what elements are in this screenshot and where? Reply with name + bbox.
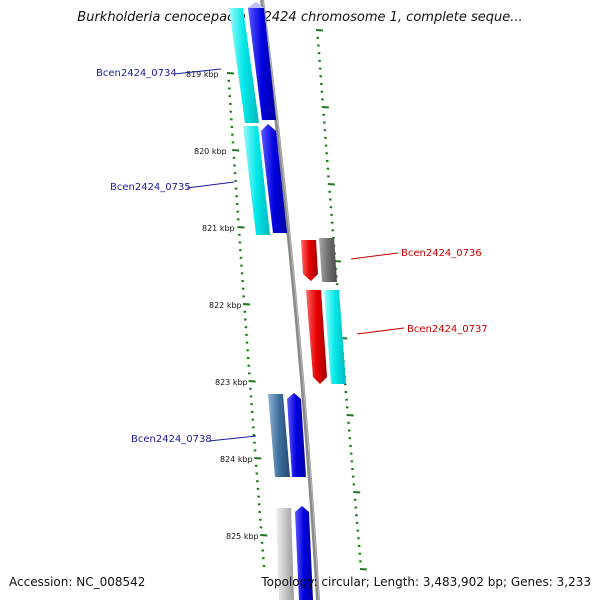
gene-0738-blue-arrow[interactable] [287,393,306,477]
leader-0736 [350,252,399,260]
chromosome-backbone [260,0,320,600]
major-tick [353,491,361,494]
major-tick [237,226,245,229]
major-tick [248,380,256,383]
gene-0736-grey[interactable] [319,238,337,282]
gene-label-0736[interactable]: Bcen2424_0736 [401,248,482,259]
kbp-label-820: 820 kbp [194,147,227,156]
gene-0735-blue-arrow[interactable] [261,124,287,233]
kbp-label-823: 823 kbp [215,378,248,387]
leader-0735 [186,181,235,189]
left-tick-track [226,72,268,567]
gene-0734-cyan-top[interactable] [229,8,259,123]
gene-0737-red-arrow[interactable] [306,290,327,384]
gene-blue-arrow-bottom[interactable] [295,506,313,600]
kbp-label-821: 821 kbp [202,224,235,233]
kbp-label-825: 825 kbp [226,532,259,541]
map-title: Burkholderia cenocepacia HI2424 chromoso… [77,10,523,25]
gene-0736-red-arrow[interactable] [301,240,318,281]
major-tick [321,106,329,109]
leader-0734 [173,68,222,75]
major-tick [232,149,240,152]
major-tick [315,29,324,32]
major-tick [346,414,354,417]
leader-0737 [356,327,405,335]
gene-label-0735[interactable]: Bcen2424_0735 [110,182,191,193]
major-tick [260,534,268,537]
gene-0738-steel[interactable] [268,394,290,477]
gene-light-grey[interactable] [276,508,294,600]
major-tick [254,457,262,460]
gene-0735-cyan[interactable] [243,126,270,235]
leader-0738 [208,435,257,442]
major-tick [242,303,251,306]
genome-stats-text: Topology: circular; Length: 3,483,902 bp… [261,575,591,589]
kbp-label-824: 824 kbp [220,455,253,464]
major-tick [226,72,235,75]
gene-label-0734[interactable]: Bcen2424_0734 [96,68,177,79]
gene-0734-blue-arrow[interactable] [248,2,276,120]
accession-text: Accession: NC_008542 [9,575,146,589]
kbp-label-819: 819 kbp [186,70,219,79]
gene-0737-cyan[interactable] [324,290,346,384]
right-tick-track [315,29,367,571]
kbp-label-822: 822 kbp [209,301,242,310]
gene-label-0738[interactable]: Bcen2424_0738 [131,434,212,445]
gene-label-0737[interactable]: Bcen2424_0737 [407,324,488,335]
major-tick [359,568,367,571]
major-tick [327,183,335,186]
